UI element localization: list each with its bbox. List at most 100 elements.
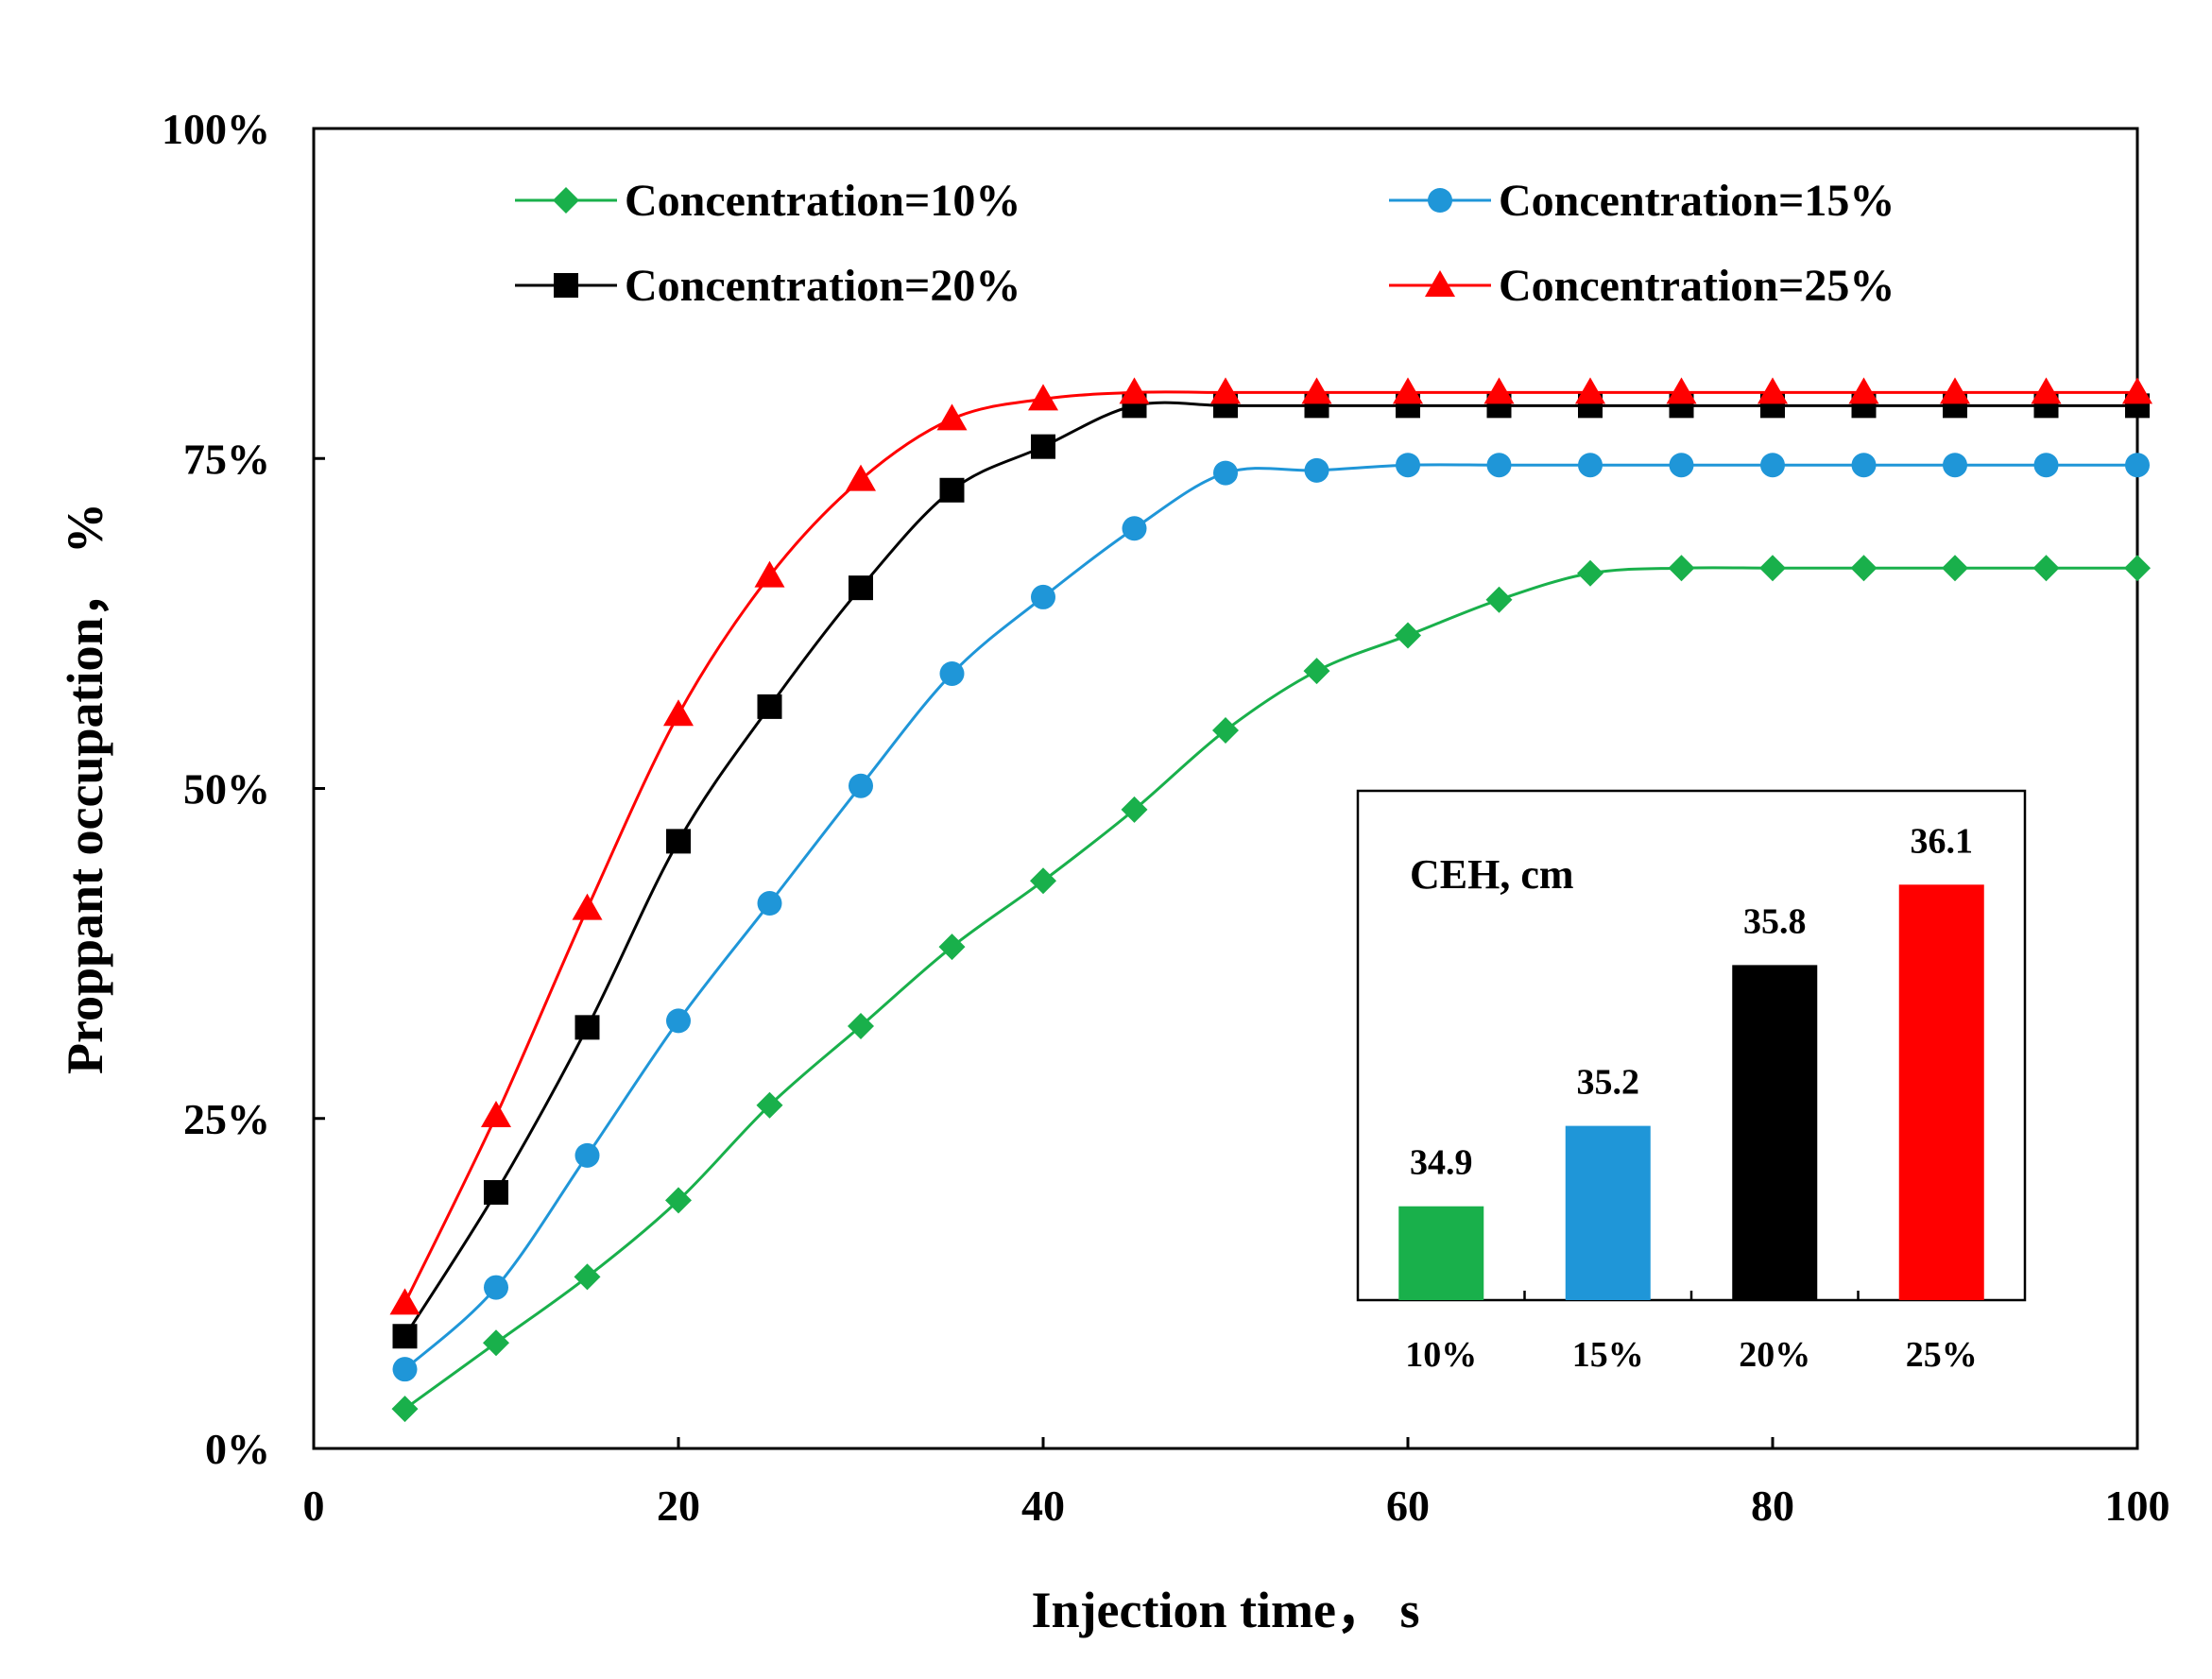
data-point-25 bbox=[1301, 377, 1332, 404]
data-point-10 bbox=[1395, 622, 1421, 649]
y-tick-label: 75% bbox=[183, 435, 270, 483]
y-axis-title: Proppant occupation， % bbox=[57, 503, 113, 1074]
legend-marker-25 bbox=[1425, 270, 1455, 297]
data-point-10 bbox=[756, 1091, 783, 1119]
inset-value-label-25: 36.1 bbox=[1911, 821, 1974, 861]
data-point-10 bbox=[2124, 555, 2151, 582]
legend: Concentration=10% Concentration=15% Concen… bbox=[515, 176, 1895, 311]
data-point-10 bbox=[1303, 658, 1330, 685]
data-point-10 bbox=[1577, 559, 1603, 587]
inset-bar-20 bbox=[1732, 965, 1818, 1300]
data-point-25 bbox=[754, 560, 785, 588]
data-point-10 bbox=[665, 1187, 692, 1214]
legend-label-10: Concentration=10% bbox=[625, 176, 1020, 226]
data-point-10 bbox=[848, 1012, 874, 1039]
data-point-20 bbox=[484, 1179, 508, 1205]
inset-title: CEH, cm bbox=[1410, 851, 1574, 898]
inset-bar-10 bbox=[1398, 1206, 1484, 1300]
data-point-25 bbox=[663, 699, 694, 727]
data-point-10 bbox=[483, 1329, 509, 1357]
series-line-15 bbox=[403, 463, 2137, 1371]
data-point-15 bbox=[1486, 453, 1512, 478]
data-point-20 bbox=[849, 575, 873, 601]
data-point-20 bbox=[757, 694, 782, 719]
main-plot: 0% 25% 50% 75% 100% 0 20 40 60 80 100 Injection tim… bbox=[57, 105, 2170, 1638]
data-point-15 bbox=[1304, 457, 1329, 483]
legend-marker-10 bbox=[553, 187, 579, 214]
data-point-20 bbox=[666, 829, 691, 854]
data-point-15 bbox=[666, 1008, 691, 1034]
data-point-10 bbox=[1850, 555, 1878, 582]
series-10 bbox=[391, 555, 2151, 1423]
data-point-20 bbox=[939, 477, 965, 503]
data-point-25 bbox=[1758, 377, 1788, 404]
y-tick-label: 100% bbox=[162, 105, 270, 153]
inset-category-label-15: 15% bbox=[1572, 1335, 1644, 1375]
data-point-15 bbox=[1943, 453, 1967, 478]
inset-bar-25 bbox=[1898, 884, 1984, 1300]
inset-category-label-25: 25% bbox=[1906, 1335, 1978, 1375]
data-point-15 bbox=[939, 660, 965, 686]
x-tick-label: 0 bbox=[303, 1482, 325, 1530]
data-point-25 bbox=[1940, 377, 1970, 404]
data-point-10 bbox=[938, 934, 966, 961]
data-point-15 bbox=[484, 1275, 508, 1300]
inset-value-label-10: 34.9 bbox=[1410, 1143, 1473, 1183]
data-point-15 bbox=[1122, 516, 1147, 541]
data-point-25 bbox=[1483, 377, 1515, 404]
data-point-25 bbox=[936, 403, 968, 431]
data-point-20 bbox=[574, 1015, 600, 1040]
data-point-15 bbox=[2033, 453, 2059, 478]
data-point-10 bbox=[1942, 555, 1968, 582]
series-line-25 bbox=[403, 390, 2137, 1304]
data-point-25 bbox=[1119, 377, 1150, 404]
legend-label-20: Concentration=20% bbox=[625, 261, 1020, 311]
data-point-15 bbox=[1213, 460, 1238, 486]
data-point-25 bbox=[1666, 377, 1697, 404]
legend-marker-20 bbox=[554, 273, 578, 298]
legend-marker-15 bbox=[1428, 188, 1452, 213]
y-tick-label: 25% bbox=[183, 1095, 270, 1143]
x-tick-label: 100 bbox=[2105, 1482, 2170, 1530]
series-25 bbox=[389, 377, 2152, 1315]
data-point-10 bbox=[1759, 555, 1786, 582]
series-line-20 bbox=[403, 401, 2137, 1338]
y-tick-label: 0% bbox=[205, 1425, 270, 1473]
inset-category-label-20: 20% bbox=[1739, 1335, 1810, 1375]
data-point-25 bbox=[846, 464, 876, 491]
data-point-25 bbox=[481, 1100, 511, 1127]
legend-label-15: Concentration=15% bbox=[1499, 176, 1895, 226]
data-point-25 bbox=[389, 1288, 420, 1315]
data-point-25 bbox=[1393, 377, 1423, 404]
data-point-25 bbox=[1848, 377, 1879, 404]
data-point-10 bbox=[574, 1263, 601, 1291]
data-point-20 bbox=[392, 1324, 418, 1349]
data-point-25 bbox=[1028, 384, 1058, 411]
data-point-15 bbox=[2125, 453, 2150, 478]
data-point-15 bbox=[1669, 453, 1694, 478]
x-tick-label: 80 bbox=[1751, 1482, 1794, 1530]
legend-label-25: Concentration=25% bbox=[1499, 261, 1895, 311]
x-tick-label: 20 bbox=[657, 1482, 700, 1530]
data-point-10 bbox=[1668, 555, 1695, 582]
inset-category-label-10: 10% bbox=[1405, 1335, 1477, 1375]
y-tick-label: 50% bbox=[183, 765, 270, 814]
data-point-15 bbox=[1578, 453, 1603, 478]
x-axis-title: Injection time， s bbox=[1032, 1582, 1420, 1638]
data-point-10 bbox=[1030, 867, 1056, 895]
data-point-25 bbox=[572, 893, 603, 920]
data-point-10 bbox=[2032, 555, 2060, 582]
inset-value-label-20: 35.8 bbox=[1743, 901, 1807, 941]
data-point-15 bbox=[574, 1142, 600, 1168]
x-tick-label: 60 bbox=[1386, 1482, 1430, 1530]
data-point-25 bbox=[2122, 377, 2152, 404]
data-point-25 bbox=[1575, 377, 1605, 404]
data-point-25 bbox=[2031, 377, 2062, 404]
data-point-10 bbox=[1121, 796, 1148, 823]
data-point-25 bbox=[1210, 377, 1241, 404]
data-point-15 bbox=[1851, 453, 1877, 478]
data-point-10 bbox=[1212, 717, 1239, 745]
data-point-20 bbox=[1031, 434, 1055, 459]
x-tick-label: 40 bbox=[1021, 1482, 1065, 1530]
data-point-15 bbox=[1396, 453, 1420, 478]
